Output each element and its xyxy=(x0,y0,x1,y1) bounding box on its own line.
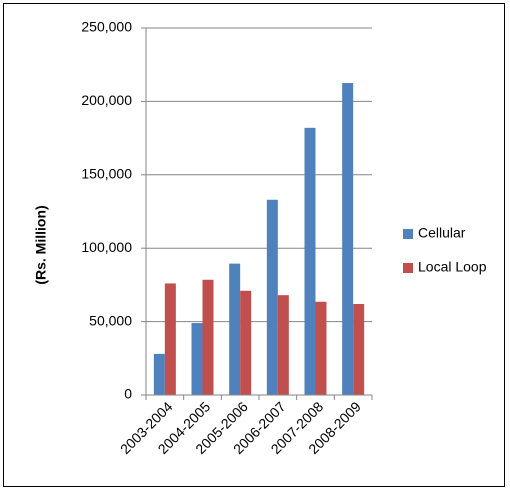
bar-cellular-2006-2007 xyxy=(266,199,278,395)
bar-cellular-2004-2005 xyxy=(191,323,203,395)
bar-cellular-2003-2004 xyxy=(153,353,165,395)
legend-swatch-local-loop xyxy=(403,263,413,273)
bar-local-loop-2006-2007 xyxy=(277,295,289,395)
bar-cellular-2007-2008 xyxy=(304,127,316,395)
y-tick-labels: 0 50,000 100,000 150,000 200,000 250,000 xyxy=(81,19,132,402)
x-tick-labels: 2003-20042004-20052005-20062006-20072007… xyxy=(117,398,364,457)
legend-label: Cellular xyxy=(418,225,466,241)
bars xyxy=(153,83,365,396)
y-tick-label: 100,000 xyxy=(81,239,132,255)
legend: Cellular Local Loop xyxy=(403,225,487,275)
gridlines xyxy=(146,27,372,323)
bar-local-loop-2005-2006 xyxy=(240,290,252,395)
y-tick-label: 250,000 xyxy=(81,19,132,35)
legend-label: Local Loop xyxy=(418,259,487,275)
chart-frame xyxy=(3,3,505,487)
bar-local-loop-2007-2008 xyxy=(315,301,327,395)
y-tick-label: 150,000 xyxy=(81,166,132,182)
y-tick-label: 0 xyxy=(124,386,132,402)
bar-local-loop-2003-2004 xyxy=(164,283,176,395)
bar-cellular-2005-2006 xyxy=(229,263,241,395)
legend-swatch-cellular xyxy=(403,229,413,239)
axes xyxy=(141,27,373,400)
bar-cellular-2008-2009 xyxy=(342,83,354,396)
y-tick-label: 200,000 xyxy=(81,92,132,108)
bar-local-loop-2008-2009 xyxy=(353,303,365,395)
y-axis-label: (Rs. Million) xyxy=(33,205,49,284)
y-tick-label: 50,000 xyxy=(89,312,132,328)
bar-local-loop-2004-2005 xyxy=(202,279,214,395)
